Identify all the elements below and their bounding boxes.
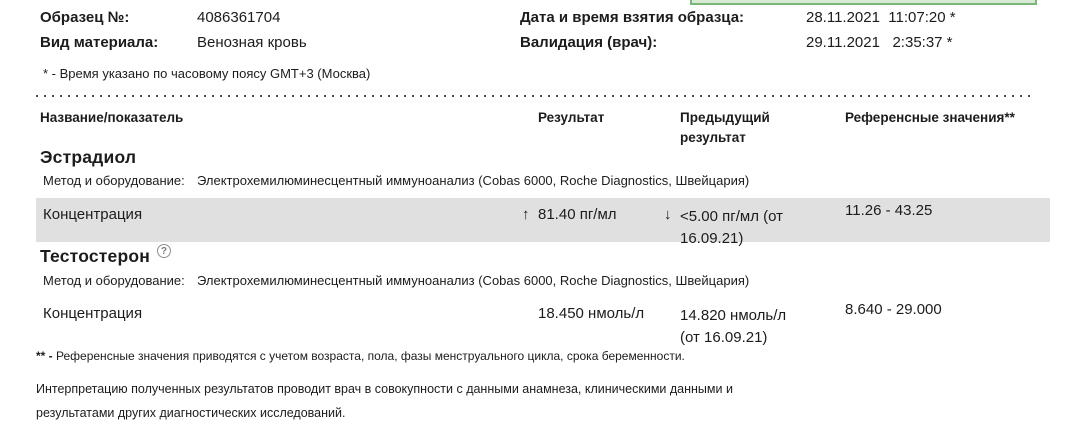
material-type-value: Венозная кровь [197, 34, 307, 51]
reference-footnote: ** - Референсные значения приводятся с у… [36, 349, 685, 363]
collected-datetime-value: 28.11.2021 11:07:20 * [806, 9, 956, 26]
previous-result-cell: 14.820 нмоль/л (от 16.09.21) [664, 305, 810, 349]
column-header-previous: Предыдущий результат [680, 110, 770, 145]
result-cell: 18.450 нмоль/л [522, 305, 644, 322]
result-flag-slot [522, 305, 538, 322]
collected-datetime-label: Дата и время взятия образца: [520, 9, 745, 26]
method-label: Метод и оборудование: [43, 273, 185, 288]
reference-footnote-prefix: ** - [36, 349, 57, 363]
validation-label: Валидация (врач): [520, 34, 658, 51]
section-title-text: Тестостерон [40, 246, 151, 266]
sample-number-value: 4086361704 [197, 9, 281, 26]
dotted-separator [36, 95, 1035, 97]
previous-result-cell: ↓ <5.00 пг/мл (от 16.09.21) [664, 206, 810, 250]
validation-value: 29.11.2021 2:35:37 * [806, 34, 953, 51]
column-header-reference: Референсные значения** [845, 110, 1015, 125]
table-row-testosterone-concentration: Концентрация 18.450 нмоль/л 14.820 нмоль… [36, 297, 1050, 346]
table-row-estradiol-concentration: Концентрация ↑ 81.40 пг/мл ↓ <5.00 пг/мл… [36, 198, 1050, 247]
previous-flag-slot [664, 305, 680, 349]
column-header-name: Название/показатель [40, 110, 184, 125]
top-cropped-green-box [690, 0, 1037, 5]
column-header-result: Результат [538, 110, 605, 125]
reference-range-value: 11.26 - 43.25 [845, 202, 933, 219]
section-title-estradiol: Эстрадиол ? [40, 147, 136, 168]
sample-number-label: Образец №: [40, 9, 130, 26]
method-label: Метод и оборудование: [43, 173, 185, 188]
section-title-testosterone: Тестостерон ? [40, 244, 172, 267]
result-up-arrow-icon: ↑ [522, 206, 530, 223]
result-value: 18.450 нмоль/л [538, 305, 645, 322]
result-value: 81.40 пг/мл [538, 206, 617, 223]
method-value: Электрохемилюминесцентный иммуноанализ (… [197, 273, 750, 288]
analyte-name: Концентрация [43, 206, 143, 223]
reference-footnote-text: Референсные значения приводятся с учетом… [56, 349, 685, 363]
timezone-note: * - Время указано по часовому поясу GMT+… [43, 66, 371, 81]
help-icon[interactable]: ? [157, 244, 172, 258]
previous-result-value: <5.00 пг/мл (от 16.09.21) [680, 208, 783, 247]
method-value: Электрохемилюминесцентный иммуноанализ (… [197, 173, 750, 188]
reference-range-value: 8.640 - 29.000 [845, 301, 942, 318]
interpretation-note: Интерпретацию полученных результатов про… [36, 382, 733, 420]
analyte-name: Концентрация [43, 305, 143, 322]
previous-down-arrow-icon: ↓ [664, 206, 672, 223]
previous-result-value: 14.820 нмоль/л (от 16.09.21) [680, 307, 787, 346]
section-title-text: Эстрадиол [40, 147, 137, 167]
material-type-label: Вид материала: [40, 34, 159, 51]
result-cell: ↑ 81.40 пг/мл [522, 206, 617, 223]
